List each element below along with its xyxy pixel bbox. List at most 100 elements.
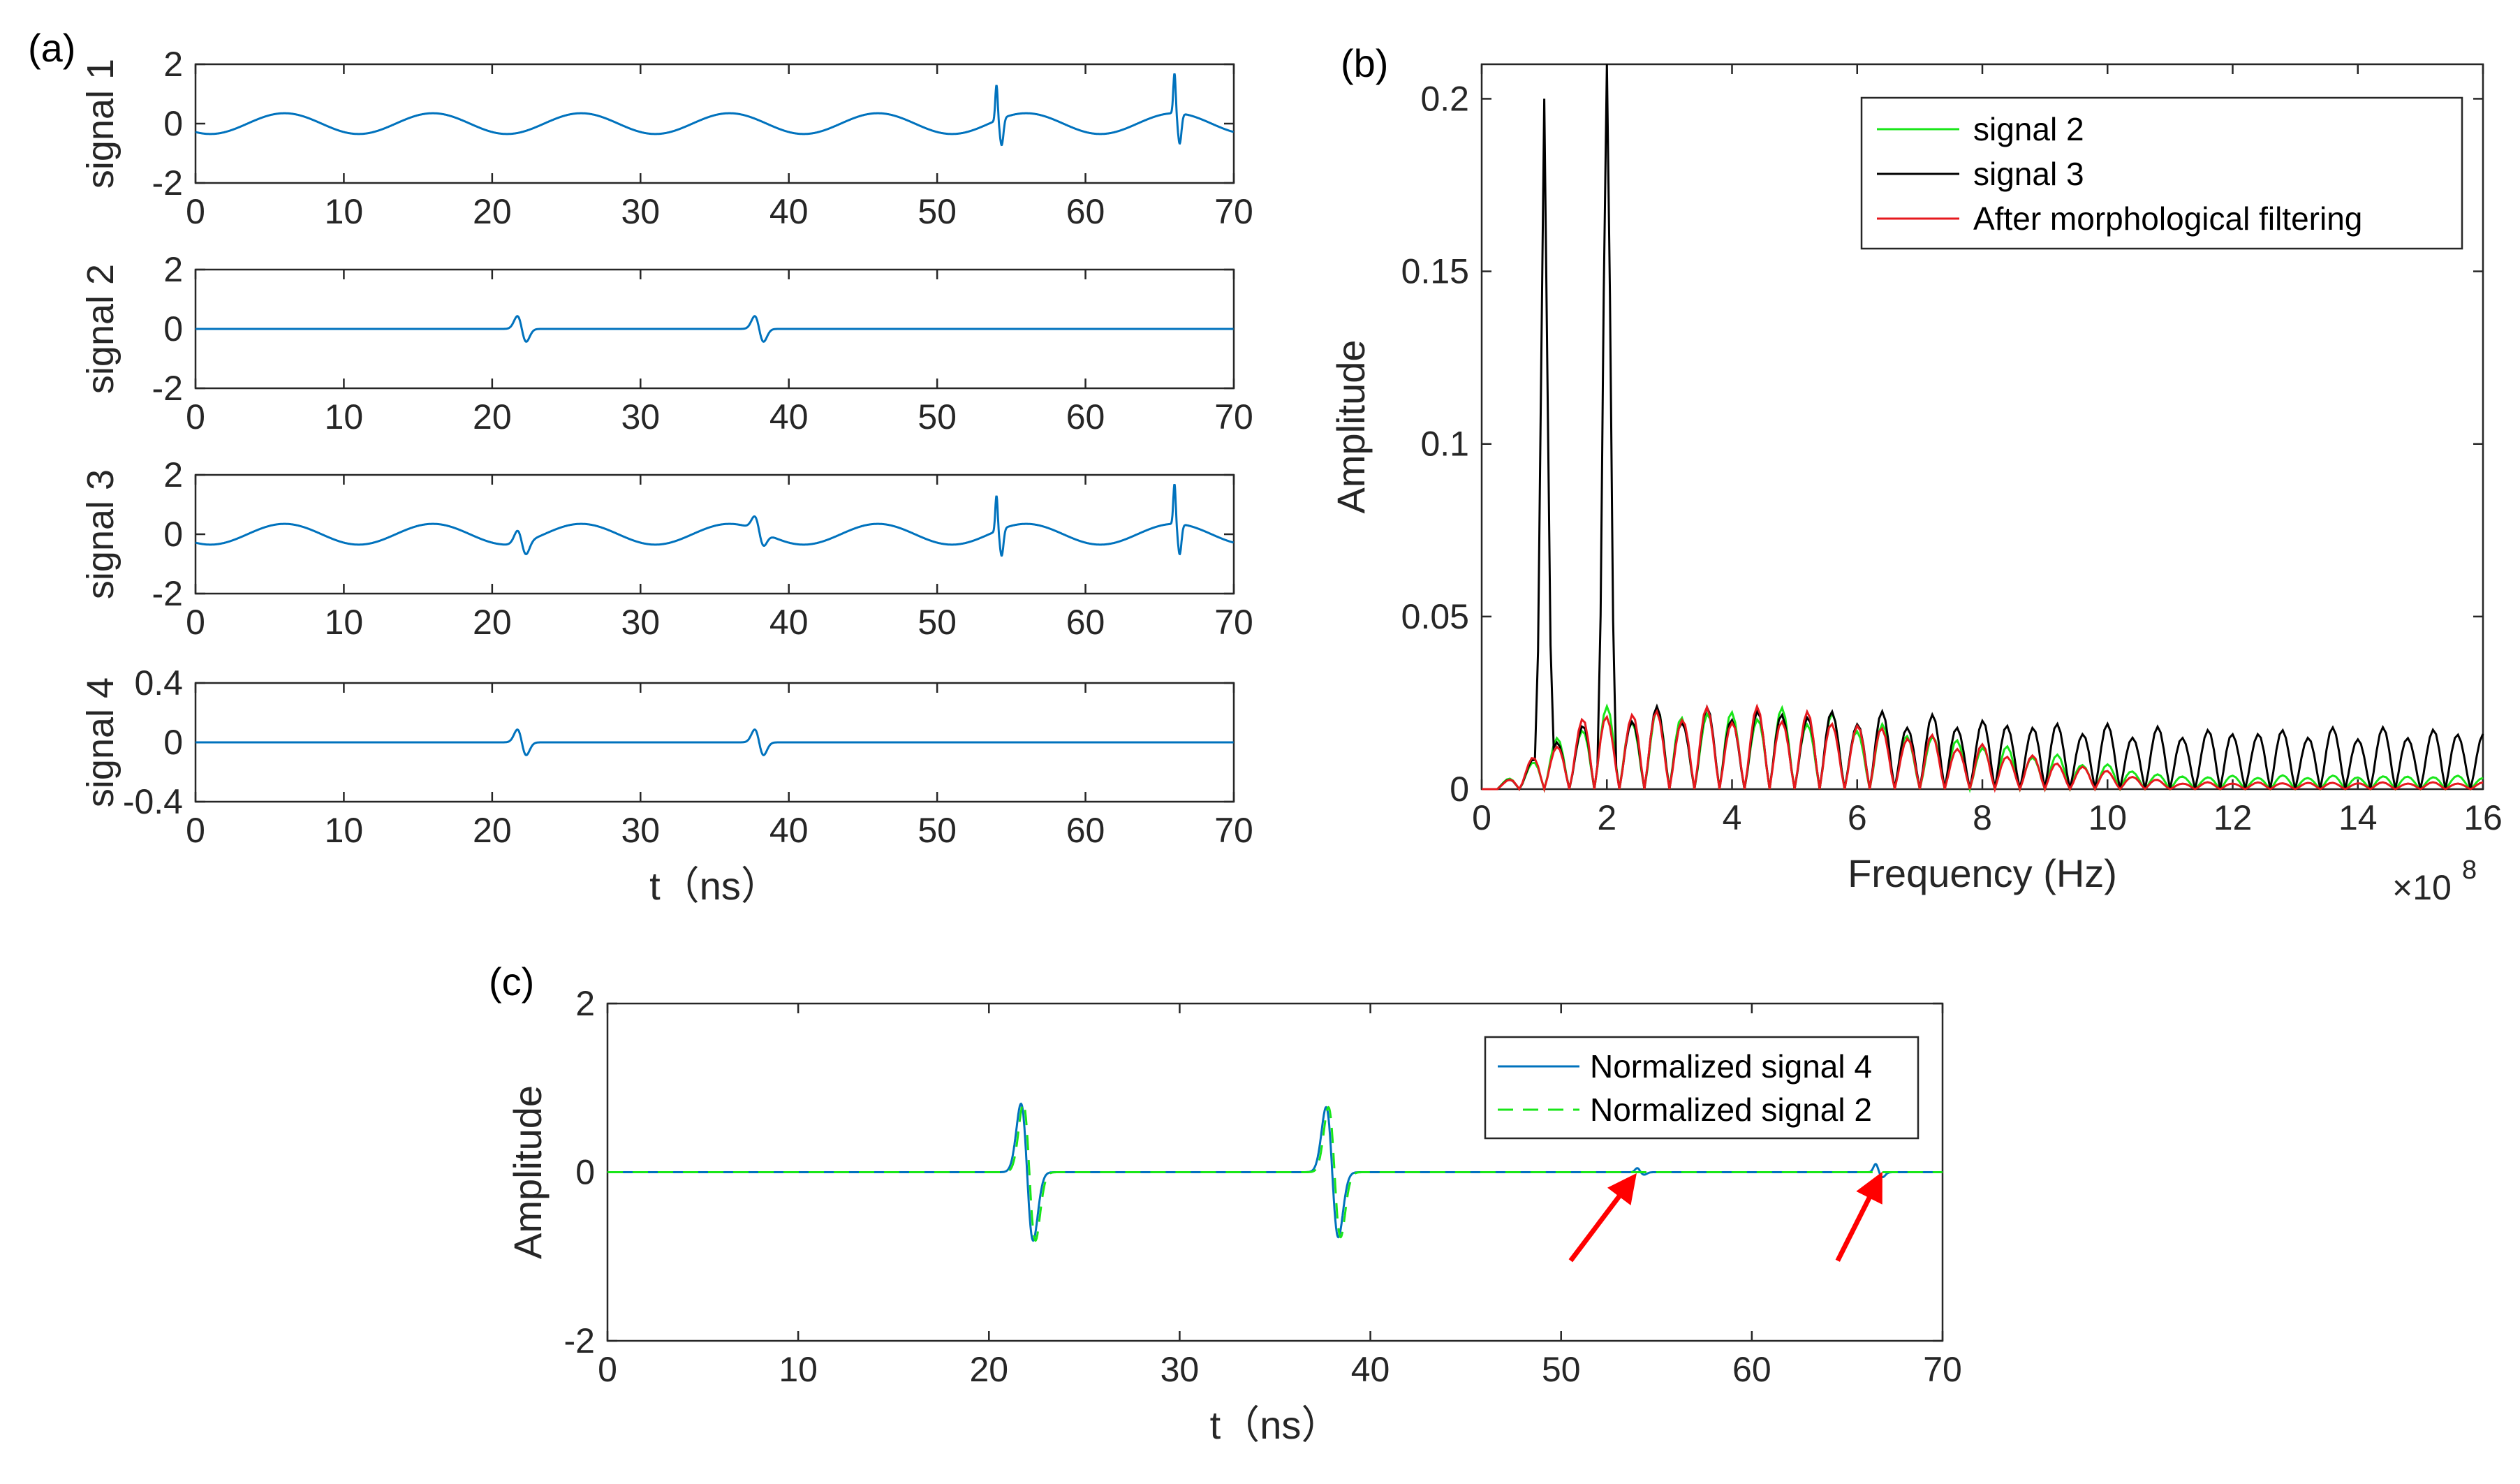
series-line-after-morphological-filtering [1482,703,2484,793]
x-tick-label: 60 [1066,811,1105,850]
x-tick-label: 70 [1214,603,1253,642]
y-tick-label: 2 [163,455,183,494]
panel-c-label: (c) [489,960,534,1004]
x-tick-label: 20 [969,1350,1008,1389]
x-tick-label: 20 [473,603,512,642]
x-tick-label: 20 [473,397,512,436]
x-tick-label: 10 [779,1350,818,1389]
x-tick-label: 70 [1214,397,1253,436]
x-tick-label: 70 [1214,192,1253,231]
y-tick-label: -2 [152,369,183,408]
x-tick-label: 30 [621,397,660,436]
x-tick-label: 4 [1723,798,1742,837]
x-tick-label: 10 [325,397,364,436]
y-tick-label: -2 [152,163,183,203]
series-line-signal-3 [195,484,1234,557]
x-exponent-power: 8 [2462,855,2477,885]
y-axis-label: signal 1 [80,59,121,189]
x-tick-label: 0 [598,1350,617,1389]
x-tick-label: 0 [186,192,205,231]
y-axis-label: Amplitude [1329,339,1373,513]
legend-box [1484,1036,1920,1140]
x-tick-label: 50 [918,811,957,850]
legend-label: Normalized signal 2 [1590,1092,1872,1128]
y-tick-label: 0.4 [134,663,183,703]
x-tick-label: 60 [1732,1350,1771,1389]
y-tick-label: 0.15 [1401,252,1469,291]
series-line-signal-4 [196,728,1234,756]
x-tick-label: 40 [769,603,809,642]
red-arrow [1568,1173,1637,1263]
x-tick-label: 60 [1066,603,1105,642]
y-tick-label: -2 [564,1321,595,1360]
x-tick-label: 60 [1066,192,1105,231]
red-arrow [1835,1171,1882,1262]
legend-label: Normalized signal 4 [1590,1048,1872,1085]
x-tick-label: 0 [186,603,205,642]
x-tick-label: 40 [769,811,809,850]
y-tick-label: 0 [163,309,183,348]
x-tick-label: 40 [1351,1350,1390,1389]
x-tick-label: 2 [1597,798,1616,837]
x-tick-label: 70 [1923,1350,1962,1389]
x-tick-label: 30 [1160,1350,1200,1389]
series-line-signal-2 [196,315,1234,343]
legend-label: signal 3 [1973,156,2084,192]
x-tick-label: 10 [325,811,364,850]
x-tick-label: 40 [769,192,809,231]
x-tick-label: 16 [2463,798,2503,837]
x-tick-label: 20 [473,811,512,850]
x-tick-label: 6 [1848,798,1867,837]
x-tick-label: 50 [918,397,957,436]
y-tick-label: 0.05 [1401,597,1469,636]
x-tick-label: 30 [621,192,660,231]
legend-label: signal 2 [1973,111,2084,147]
y-tick-label: 0 [575,1153,595,1192]
x-tick-label: 12 [2213,798,2253,837]
x-axis-label: t（ns） [1210,1403,1341,1447]
x-tick-label: 8 [1973,798,1992,837]
y-axis-label: signal 3 [80,469,121,599]
y-tick-label: 2 [163,250,183,289]
x-tick-label: 30 [621,811,660,850]
legend-label: After morphological filtering [1973,200,2362,237]
x-tick-label: 10 [325,603,364,642]
panel-a-label: (a) [28,26,75,70]
x-tick-label: 40 [769,397,809,436]
series-line-normalized-signal-2 [607,1102,1943,1242]
panel-b-label: (b) [1341,41,1388,85]
chart-spectrum: 0 2 4 6 8 10 12 14 16 0 0.05 0.1 0.15 0.2 Frequency (H… [1329,63,2503,907]
y-tick-label: -2 [152,574,183,613]
y-axis-label: signal 2 [80,264,121,394]
y-axis-label: Amplitude [506,1085,550,1259]
y-tick-label: 0 [163,104,183,143]
plot-area [194,473,1235,595]
x-tick-label: 50 [918,603,957,642]
y-tick-label: 0 [163,515,183,554]
x-tick-label: 0 [186,811,205,850]
x-tick-label: 50 [918,192,957,231]
y-tick-label: 0 [1450,770,1469,809]
legend-box [1860,96,2463,250]
x-tick-label: 30 [621,603,660,642]
y-tick-label: 0.1 [1420,425,1469,464]
y-tick-label: 2 [575,984,595,1023]
y-tick-label: 0 [163,723,183,762]
x-exponent-base: ×10 [2392,868,2452,907]
x-tick-label: 14 [2338,798,2378,837]
y-tick-label: 0.2 [1420,79,1469,118]
x-tick-label: 60 [1066,397,1105,436]
x-axis-label: Frequency (Hz) [1848,851,2117,895]
x-tick-label: 10 [2088,798,2127,837]
y-tick-label: -0.4 [123,782,183,821]
y-tick-label: 2 [163,45,183,84]
x-tick-label: 0 [1472,798,1491,837]
x-tick-label: 50 [1542,1350,1581,1389]
y-axis-label: signal 4 [80,677,121,807]
chart-normalized: 0 10 20 30 40 50 60 70-202t（ns）AmplitudeNormali… [506,984,1962,1447]
